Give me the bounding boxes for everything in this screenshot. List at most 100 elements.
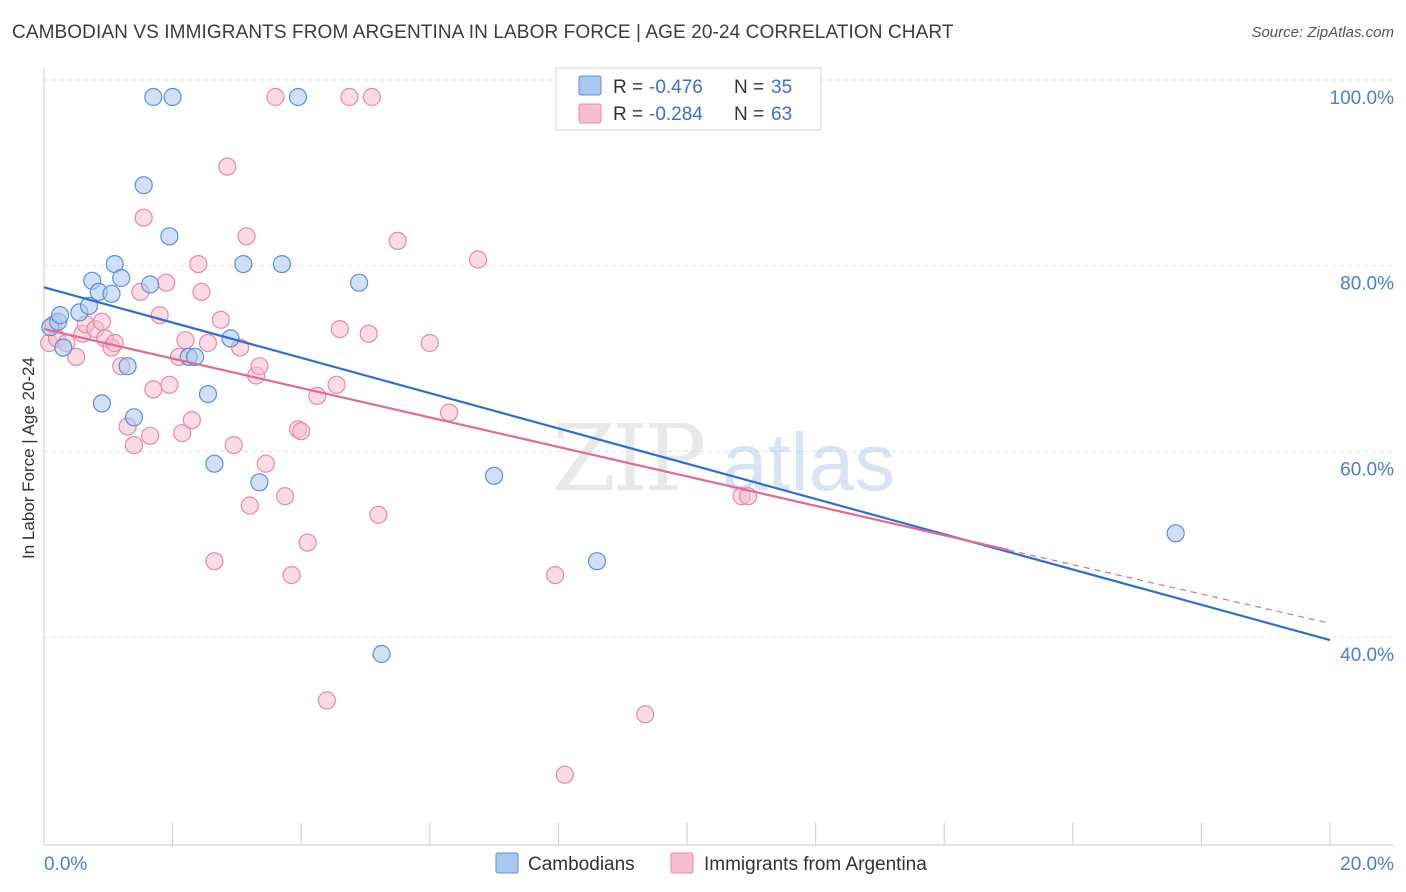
trend-line-argentina: [43, 328, 1009, 552]
cambodians-point: [272, 255, 291, 274]
argentina-point: [546, 565, 565, 585]
argentina-point: [176, 331, 195, 350]
cambodians-point: [205, 454, 224, 473]
argentina-point: [237, 227, 256, 246]
argentina-point: [362, 87, 381, 107]
x-tick-label-min: 0.0%: [44, 854, 87, 875]
cambodians-point: [124, 408, 144, 427]
y-tick-label-100: 100.0%: [1330, 88, 1395, 109]
argentina-point: [330, 320, 349, 339]
y-tick-label-60: 60.0%: [1340, 459, 1394, 480]
cambodians-point: [102, 284, 121, 303]
y-tick-label-40: 40.0%: [1340, 645, 1394, 666]
gridlines: [44, 79, 1394, 638]
x-tick-label-max: 20.0%: [1340, 854, 1394, 875]
series-cambodians: [41, 87, 1185, 664]
cambodians-point: [288, 87, 308, 107]
y-axis-label: In Labor Force | Age 20-24: [19, 357, 38, 559]
argentina-point: [266, 87, 285, 107]
legend-n-value-pink: 63: [771, 104, 792, 125]
chart-title: CAMBODIAN VS IMMIGRANTS FROM ARGENTINA I…: [12, 22, 954, 43]
cambodians-point: [198, 385, 218, 404]
series-legend-label-cambodians: Cambodians: [528, 854, 635, 875]
argentina-point: [282, 565, 301, 585]
argentina-point: [157, 273, 176, 292]
cambodians-point: [141, 275, 160, 294]
argentina-point: [173, 424, 192, 443]
cambodians-point: [250, 473, 269, 492]
argentina-point: [292, 422, 311, 441]
legend-n-label-pink: N =: [734, 104, 764, 125]
series-legend: Cambodians Immigrants from Argentina: [495, 852, 927, 875]
argentina-point: [218, 157, 237, 176]
watermark: ZIP atlas: [552, 405, 895, 512]
cambodians-point: [134, 176, 153, 195]
cambodians-point: [118, 357, 137, 376]
argentina-point: [189, 255, 208, 274]
argentina-point: [276, 487, 295, 506]
series-argentina: [39, 87, 758, 784]
argentina-point: [160, 375, 179, 394]
argentina-point: [359, 324, 378, 343]
argentina-point: [440, 403, 459, 422]
trend-lines: [43, 286, 1331, 642]
cambodians-point: [92, 394, 112, 413]
trend-line-argentina-extension: [1008, 549, 1331, 624]
stats-legend-swatch-pink: [578, 103, 602, 124]
x-tick-labels: 0.0% 20.0%: [44, 854, 1394, 875]
argentina-point: [141, 426, 160, 445]
argentina-point: [182, 411, 201, 430]
cambodians-point: [112, 268, 131, 288]
argentina-point: [144, 380, 163, 399]
cambodians-point: [587, 552, 607, 571]
legend-r-label-pink: R =: [613, 104, 643, 125]
argentina-point: [205, 552, 224, 571]
argentina-point: [250, 357, 269, 376]
argentina-point: [317, 691, 336, 710]
y-tick-label-80: 80.0%: [1340, 274, 1394, 295]
argentina-point: [340, 87, 359, 107]
argentina-point: [636, 705, 655, 724]
argentina-point: [256, 454, 275, 473]
axes: [43, 68, 1394, 846]
argentina-point: [240, 496, 259, 515]
watermark-zip: ZIP: [552, 405, 703, 512]
argentina-point: [211, 310, 230, 329]
argentina-point: [92, 312, 112, 331]
legend-r-label-blue: R =: [613, 77, 643, 98]
y-tick-labels: 40.0% 60.0% 80.0% 100.0%: [1330, 88, 1395, 666]
cambodians-point: [160, 227, 179, 246]
argentina-point: [134, 208, 153, 227]
argentina-point: [555, 765, 574, 784]
cambodians-point: [234, 255, 253, 274]
argentina-point: [192, 282, 211, 301]
cambodians-point: [372, 644, 391, 664]
series-legend-swatch-pink: [670, 852, 694, 874]
cambodians-point: [50, 306, 70, 325]
legend-r-value-pink: -0.284: [649, 104, 703, 125]
legend-n-label-blue: N =: [734, 77, 764, 98]
series-legend-label-argentina: Immigrants from Argentina: [704, 854, 927, 875]
argentina-point: [124, 436, 144, 455]
argentina-point: [369, 505, 388, 524]
cambodians-point: [163, 87, 182, 107]
legend-r-value-blue: -0.476: [649, 77, 703, 98]
cambodians-point: [54, 338, 73, 357]
argentina-point: [67, 347, 86, 366]
argentina-point: [420, 333, 439, 353]
argentina-point: [388, 231, 407, 250]
trend-line-cambodians: [43, 286, 1331, 642]
cambodians-point: [186, 347, 205, 366]
cambodians-point: [350, 273, 369, 292]
cambodians-point: [144, 87, 163, 107]
cambodians-point: [1166, 524, 1185, 543]
stats-legend-swatch-blue: [578, 75, 602, 96]
argentina-point: [327, 375, 346, 394]
stats-legend: R = -0.476 N = 35 R = -0.284 N = 63: [555, 67, 822, 131]
argentina-point: [298, 533, 317, 552]
series-legend-swatch-blue: [495, 852, 519, 874]
source-credit: Source: ZipAtlas.com: [1251, 24, 1394, 41]
cambodians-point: [485, 466, 504, 485]
argentina-point: [198, 333, 218, 353]
